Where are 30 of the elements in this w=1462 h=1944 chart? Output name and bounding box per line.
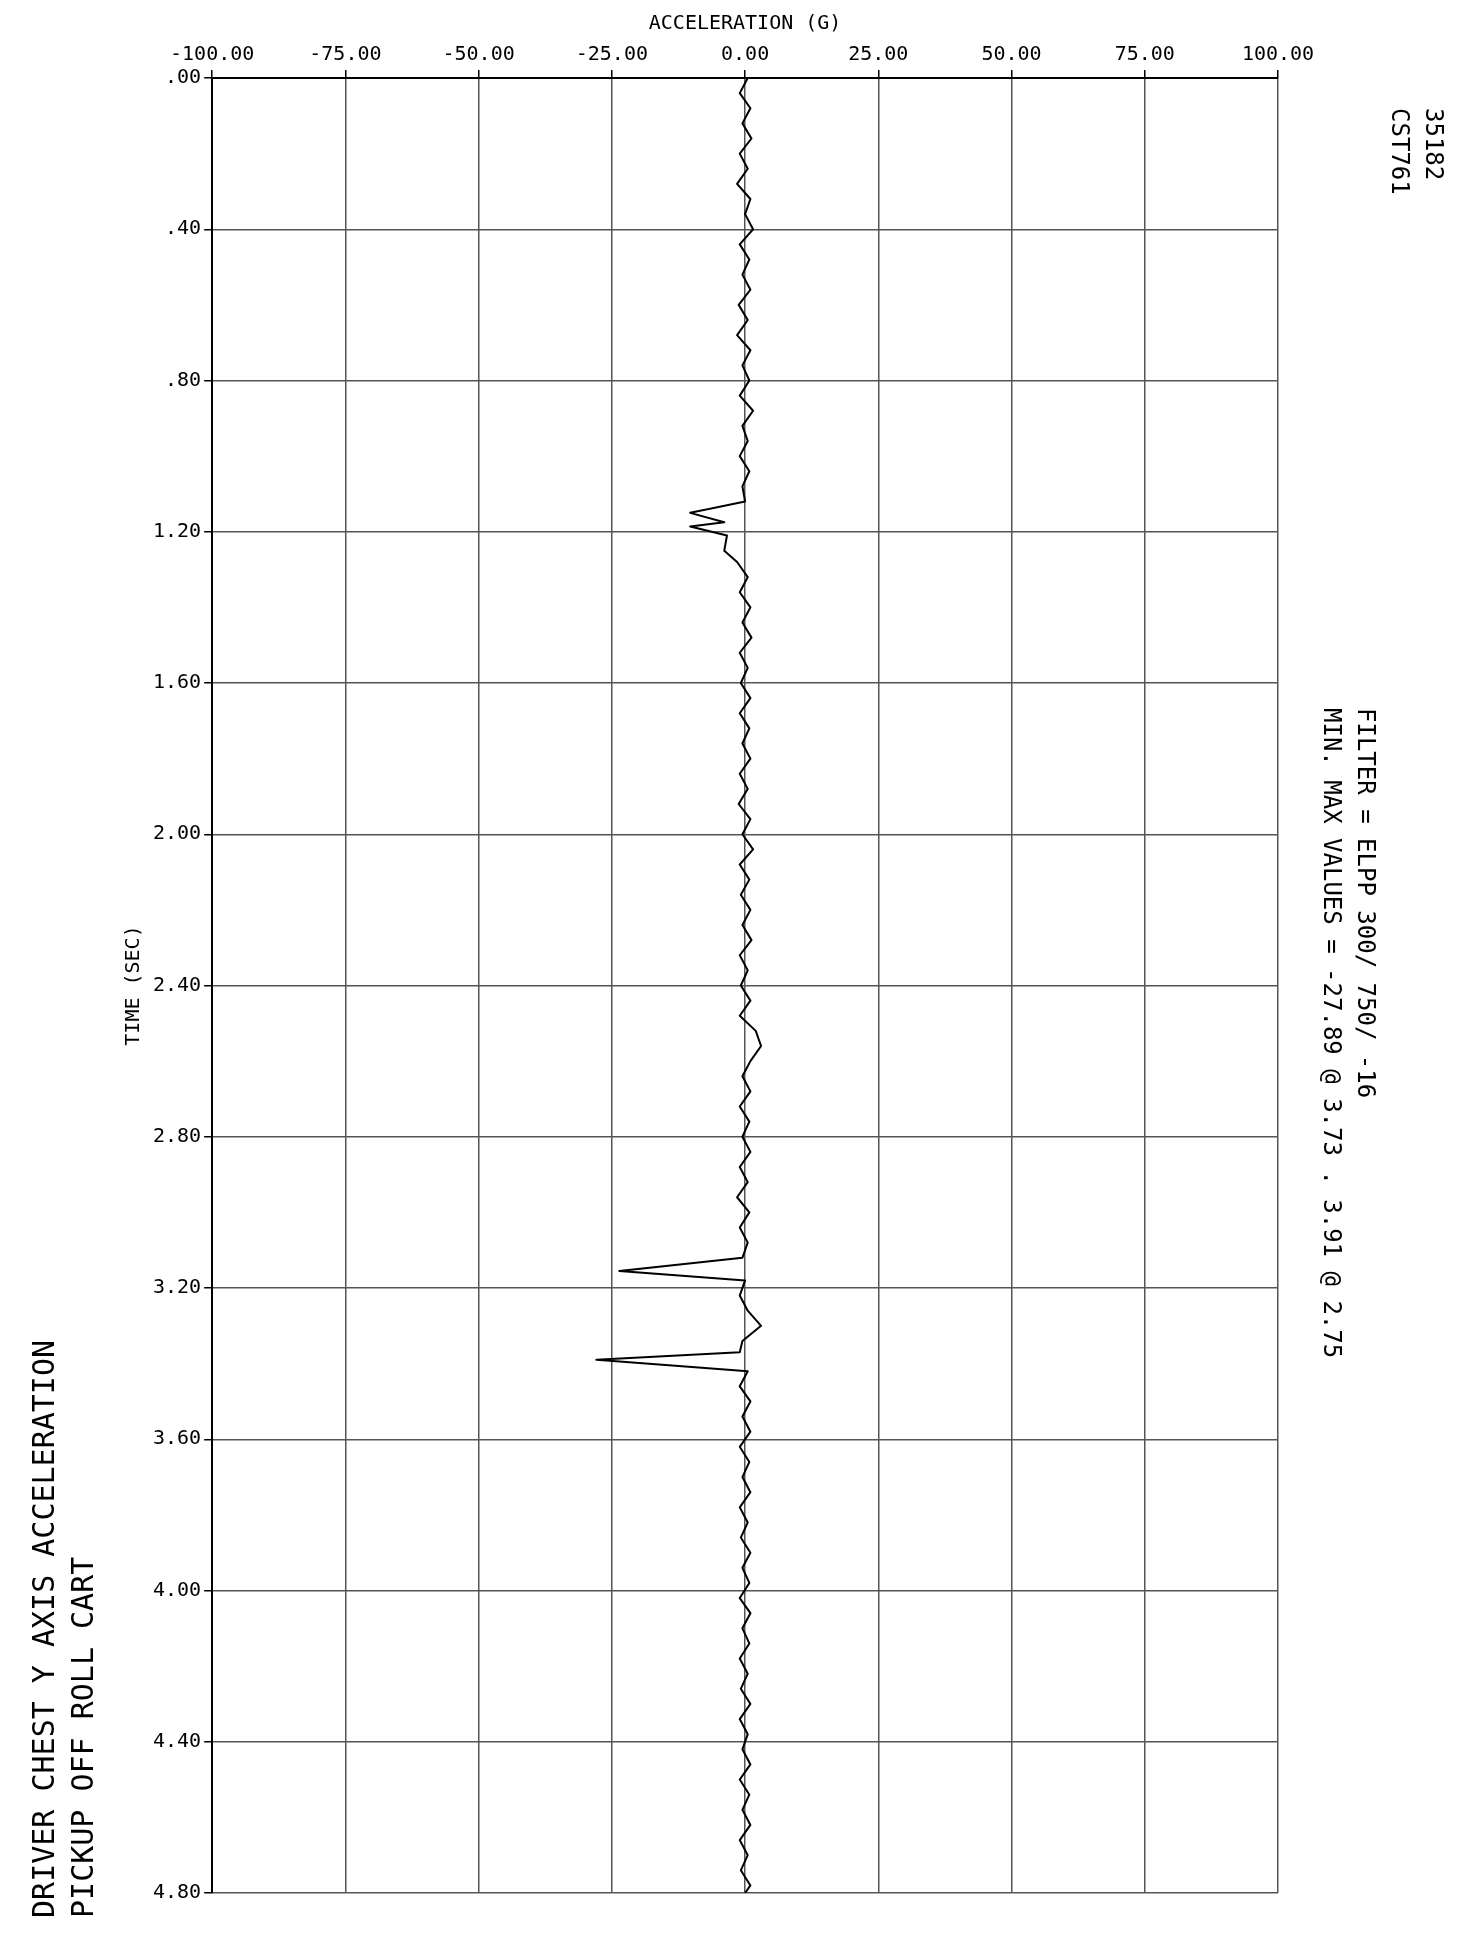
text: FILTER = ELPP 300/ 750/ -16 [1352,707,1380,1101]
x-tick-label: 100.00 [1241,41,1315,66]
x-tick-label: 25.00 [848,41,909,66]
text: DRIVER CHEST Y AXIS ACCELERATION [26,1340,61,1918]
y-tick-label: 4.40 [152,1727,202,1752]
x-tick-label: -25.00 [575,41,648,66]
y-tick-label: 2.00 [152,820,202,845]
y-tick-label: .00 [165,64,202,89]
x-tick-label: 50.00 [981,41,1042,66]
y-tick-label: 3.20 [152,1274,202,1299]
y-tick-label: 4.80 [152,1879,202,1904]
x-tick-label: -50.00 [442,41,515,66]
y-axis-title: TIME (SEC) [120,925,145,1046]
y-tick-label: 1.20 [152,517,202,542]
y-tick-label: .40 [165,215,202,240]
x-tick-label: -75.00 [309,41,382,66]
y-tick-label: .80 [165,366,202,391]
text: CST761 [1386,108,1414,197]
x-tick-label: -100.00 [170,41,255,66]
x-axis-title: ACCELERATION (G) [648,10,842,35]
x-tick-label: 0.00 [721,41,770,66]
y-tick-label: 2.80 [152,1122,202,1147]
x-tick-label: 75.00 [1114,41,1175,66]
y-tick-label: 3.60 [152,1425,202,1450]
y-tick-label: 4.00 [152,1576,202,1601]
text: PICKUP OFF ROLL CART [65,1555,100,1918]
text: 35182 [1420,108,1448,183]
y-tick-label: 2.40 [152,971,202,996]
text: MIN. MAX VALUES = -27.89 @ 3.73 . 3.91 @ 2.75 [1318,707,1346,1361]
y-tick-label: 1.60 [152,669,202,694]
